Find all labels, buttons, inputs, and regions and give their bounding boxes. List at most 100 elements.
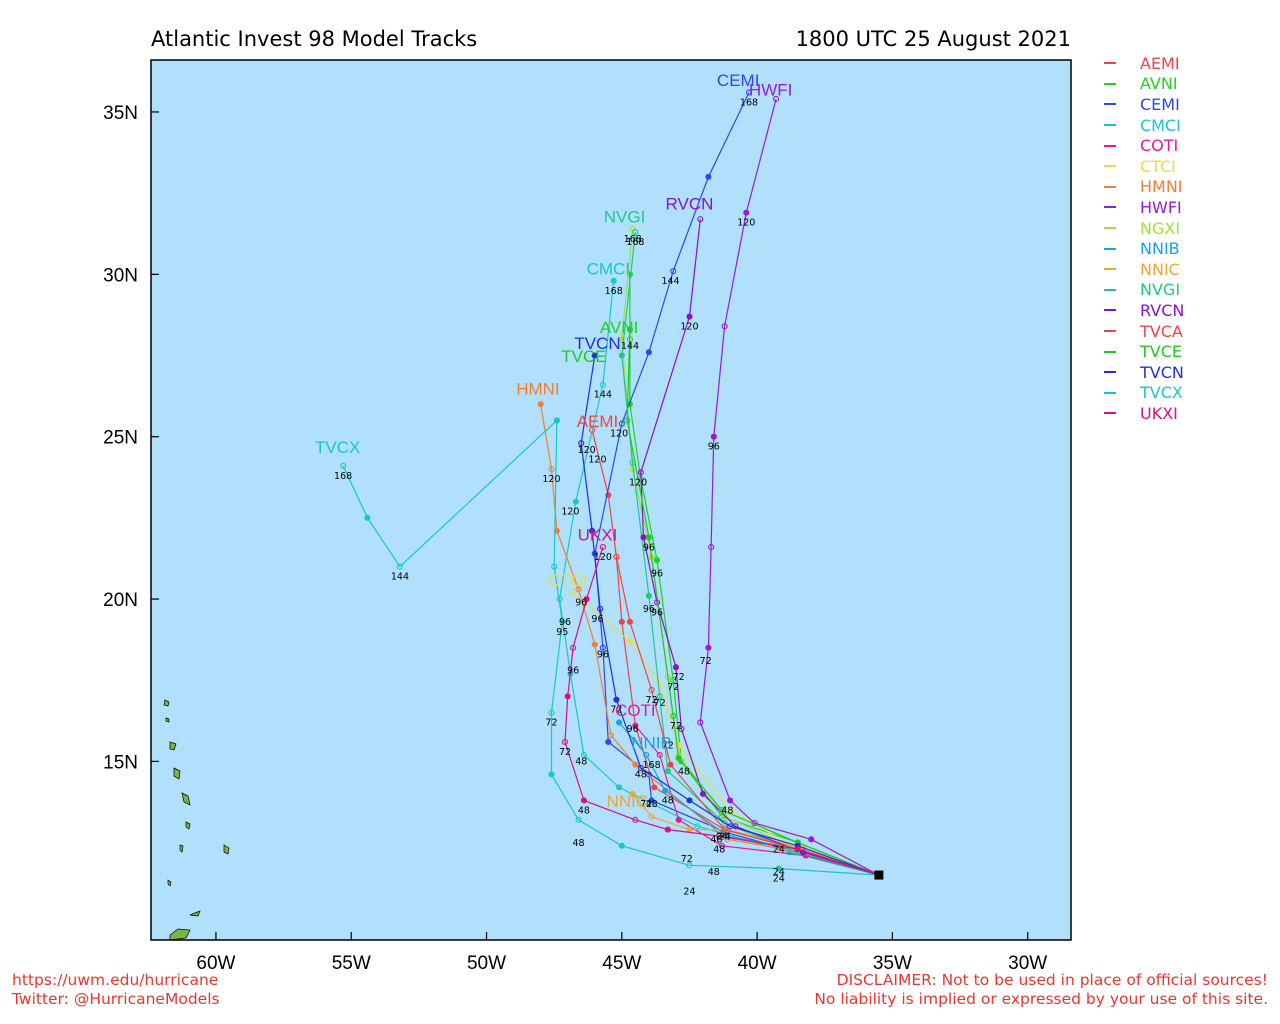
forecast-hour-label: 48 [572,838,584,849]
model-annotation: NVGI [604,207,646,226]
track-point [656,751,663,758]
track-point [645,592,652,599]
legend-swatch [1104,350,1116,353]
legend-label: NNIB [1140,239,1180,259]
forecast-hour-label: 24 [773,874,785,885]
track-point [537,401,544,408]
legend-swatch [1104,268,1116,271]
track-point [727,823,734,830]
track-point [632,229,639,236]
forecast-hour-label: 168 [624,234,642,245]
forecast-hour-label: 48 [708,867,720,878]
forecast-hour-label: 96 [575,598,587,609]
legend-item-ctci: CTCI [1104,156,1274,177]
track-point [616,719,623,726]
forecast-hour-label: 120 [588,455,606,466]
forecast-hour-label: 48 [575,757,587,768]
forecast-hour-labels: 2448729612048729614424489612014416848961… [334,97,785,897]
legend-label: RVCN [1140,300,1185,320]
island [173,767,181,780]
y-tick-label: 20N [103,590,138,611]
track-line [626,329,880,876]
island [179,844,184,853]
plot-frame [150,59,1072,941]
legend-swatch [1104,288,1116,291]
forecast-hour-label: 72 [559,747,571,758]
track-line [342,418,879,876]
track-point [705,644,712,651]
track-point [724,836,731,843]
track-point [686,826,693,833]
island [223,844,230,855]
forecast-hour-label: 72 [681,854,693,865]
legend-swatch [1104,82,1116,85]
forecast-hour-label: 72 [673,672,685,683]
legend-item-avni: AVNI [1104,74,1274,95]
track-point [591,641,598,648]
x-tick-label: 45W [602,953,641,974]
source-url[interactable]: https://uwm.edu/hurricane [12,971,219,989]
model-annotation: TVCN [574,334,620,353]
track-point [570,644,577,651]
track-point [580,797,587,804]
forecast-hour-label: 144 [661,276,679,287]
forecast-hour-label: 120 [594,552,612,563]
forecast-hour-label: 72 [640,799,652,810]
track-point [643,751,650,758]
track-point [667,761,674,768]
track-point [721,323,728,330]
x-tick-label: 30W [1008,953,1047,974]
track-point [599,544,606,551]
forecast-hour-label: 48 [578,805,590,816]
track-point [678,725,685,732]
track-line [632,793,880,876]
forecast-hour-label: 144 [391,572,409,583]
model-annotation: UKXI [578,526,618,545]
track-line [629,274,880,876]
legend-label: CEMI [1140,94,1180,114]
track-point [364,514,371,521]
island [169,928,191,941]
track-point [578,440,585,447]
track-point [794,846,801,853]
model-annotation: CEMI [717,71,760,90]
track-point [396,563,403,570]
forecast-hour-label: 96 [651,568,663,579]
forecast-hour-label: 120 [680,322,698,333]
track-point [548,771,555,778]
track-point [640,534,647,541]
model-annotation: CTCI [548,571,588,590]
forecast-hour-label: 24 [719,831,731,842]
legend-swatch [1104,62,1116,65]
model-annotation: HWFI [749,81,792,100]
legend-item-ukxi: UKXI [1104,403,1274,424]
track-point [618,842,625,849]
track-line [594,92,880,876]
forecast-hour-label: 95 [556,627,568,638]
legend-item-tvce: TVCE [1104,341,1274,362]
y-tick-label: 15N [103,752,138,773]
track-point [656,680,663,687]
forecast-hour-label: 24 [773,867,785,878]
forecast-hour-label: 144 [594,390,612,401]
y-tick-label: 35N [103,103,138,124]
chart-datetime: 1800 UTC 25 August 2021 [795,27,1071,51]
legend-label: COTI [1140,136,1179,156]
track-point [648,686,655,694]
track-point [624,417,631,424]
track-point [632,722,639,729]
x-tick-label: 40W [738,953,777,974]
island [181,792,191,806]
track-point [548,466,555,473]
track-point [553,417,560,424]
track-point [686,862,693,869]
legend-item-hwfi: HWFI [1104,197,1274,218]
track-point [651,784,658,791]
forecast-hour-label: 120 [737,218,755,229]
legend-item-rvcn: RVCN [1104,300,1274,321]
forecast-hour-label: 168 [626,237,644,248]
twitter-handle[interactable]: Twitter: @HurricaneModels [12,990,220,1008]
island [169,741,177,751]
track-point [570,589,577,596]
ocean-background [151,60,1071,940]
